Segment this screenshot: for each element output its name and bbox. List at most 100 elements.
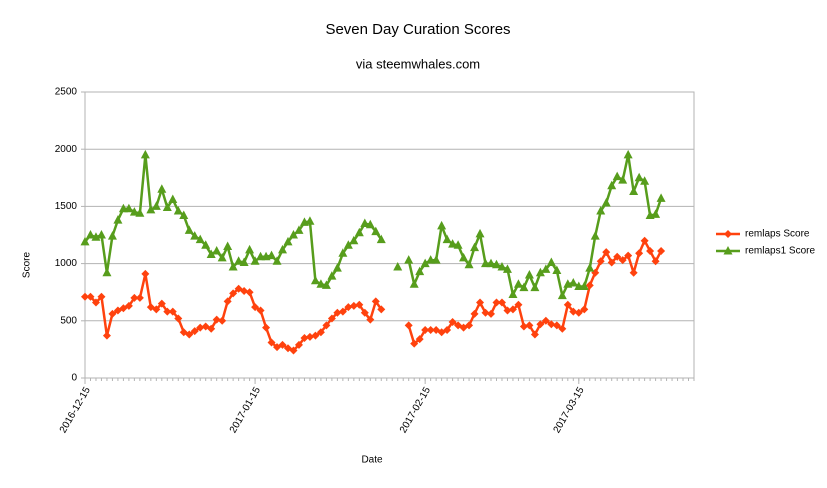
point bbox=[514, 300, 523, 309]
point bbox=[141, 269, 150, 278]
point bbox=[519, 322, 528, 331]
point bbox=[525, 321, 534, 330]
y-tick-label: 2000 bbox=[55, 144, 78, 155]
point bbox=[437, 220, 447, 230]
chart-title: Seven Day Curation Scores bbox=[325, 21, 510, 38]
point bbox=[513, 279, 523, 288]
point bbox=[415, 266, 425, 276]
point bbox=[563, 300, 572, 309]
point bbox=[421, 325, 430, 334]
point bbox=[524, 270, 534, 279]
point bbox=[206, 249, 216, 258]
point bbox=[229, 289, 238, 298]
y-tick-label: 0 bbox=[71, 373, 77, 384]
point bbox=[162, 202, 172, 212]
point bbox=[634, 172, 644, 182]
point bbox=[124, 301, 133, 310]
point bbox=[267, 338, 276, 347]
point bbox=[333, 308, 342, 317]
point bbox=[267, 250, 277, 260]
point bbox=[552, 321, 561, 330]
point bbox=[124, 203, 134, 213]
point bbox=[476, 298, 485, 307]
point bbox=[590, 231, 600, 240]
point bbox=[623, 149, 633, 159]
point bbox=[151, 201, 161, 210]
point bbox=[262, 323, 271, 332]
point bbox=[195, 234, 205, 244]
point bbox=[288, 230, 298, 239]
point bbox=[629, 268, 638, 277]
point bbox=[487, 309, 495, 318]
point bbox=[212, 246, 222, 255]
point bbox=[519, 282, 529, 292]
point bbox=[173, 205, 183, 215]
point bbox=[536, 320, 545, 329]
point bbox=[217, 252, 227, 262]
point bbox=[135, 208, 145, 217]
point bbox=[349, 235, 359, 245]
point bbox=[453, 240, 463, 249]
point bbox=[113, 215, 123, 224]
point bbox=[492, 298, 501, 307]
point bbox=[618, 256, 627, 265]
point bbox=[283, 236, 293, 246]
point bbox=[607, 258, 616, 267]
point bbox=[349, 301, 358, 310]
point bbox=[129, 207, 139, 216]
point bbox=[294, 340, 303, 349]
y-tick-label: 1500 bbox=[55, 201, 78, 212]
point bbox=[410, 339, 419, 348]
point bbox=[541, 264, 551, 273]
x-tick-label: 2017-01-15 bbox=[228, 385, 263, 435]
point bbox=[272, 256, 282, 265]
point bbox=[568, 278, 578, 287]
point bbox=[135, 293, 144, 302]
point bbox=[409, 279, 419, 288]
point bbox=[618, 175, 628, 184]
point bbox=[464, 259, 474, 269]
point bbox=[431, 255, 441, 264]
point bbox=[86, 292, 95, 301]
point bbox=[316, 328, 325, 337]
point bbox=[497, 262, 507, 271]
chart-subtitle: via steemwhales.com bbox=[356, 56, 480, 71]
point bbox=[107, 231, 117, 240]
point bbox=[404, 321, 413, 330]
point bbox=[596, 205, 606, 215]
point bbox=[585, 281, 594, 290]
point bbox=[481, 308, 490, 317]
point bbox=[184, 225, 194, 234]
point bbox=[448, 317, 457, 326]
point bbox=[310, 275, 320, 285]
point bbox=[355, 300, 364, 309]
series-line bbox=[85, 239, 663, 352]
point bbox=[602, 248, 611, 257]
point bbox=[218, 316, 227, 325]
plot-area bbox=[84, 91, 695, 379]
point bbox=[547, 320, 556, 329]
x-tick-label: 2017-02-15 bbox=[398, 385, 433, 435]
point bbox=[146, 204, 156, 214]
point bbox=[459, 252, 469, 262]
point bbox=[404, 255, 414, 264]
point bbox=[601, 197, 611, 207]
point bbox=[223, 297, 232, 306]
point bbox=[530, 282, 540, 292]
point bbox=[558, 324, 567, 333]
point bbox=[245, 244, 255, 254]
point bbox=[294, 225, 304, 234]
point bbox=[140, 149, 150, 159]
point bbox=[393, 262, 403, 271]
point bbox=[321, 280, 331, 289]
point bbox=[415, 335, 424, 344]
point bbox=[327, 271, 337, 280]
point bbox=[657, 247, 666, 256]
point bbox=[579, 281, 589, 290]
point bbox=[448, 239, 458, 248]
point bbox=[420, 258, 430, 268]
point bbox=[289, 346, 298, 355]
point bbox=[497, 298, 506, 307]
x-tick-label: 2016-12-15 bbox=[58, 385, 93, 435]
point bbox=[366, 315, 375, 324]
